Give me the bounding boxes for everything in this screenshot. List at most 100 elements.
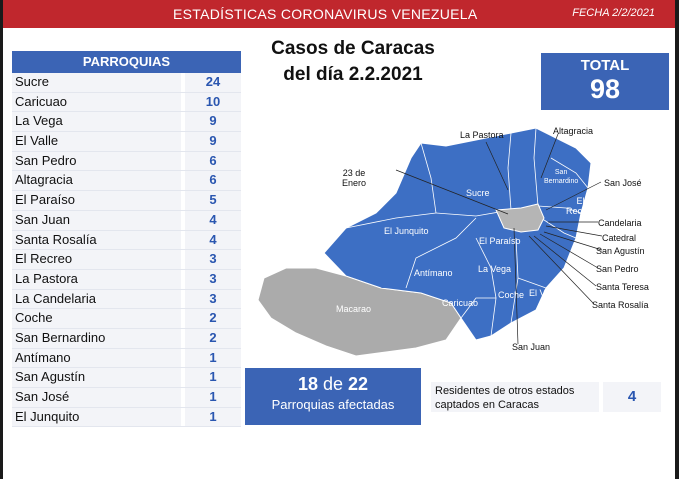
- table-row: El Paraíso 5: [12, 191, 241, 211]
- table-row: San Juan 4: [12, 210, 241, 231]
- map-label-el-recreo: El Recreo: [566, 196, 596, 216]
- map-area-center: [495, 203, 545, 233]
- residents-value: 4: [603, 382, 661, 412]
- parish-name: Santa Rosalía: [12, 230, 181, 250]
- header-bar: ESTADÍSTICAS CORONAVIRUS VENEZUELA FECHA…: [3, 0, 675, 28]
- callout-altagracia: Altagracia: [553, 126, 594, 136]
- parish-name: Coche: [12, 309, 181, 328]
- parish-name: San Juan: [12, 210, 181, 230]
- affected-label: Parroquias afectadas: [271, 397, 395, 412]
- parish-cases: 1: [185, 348, 241, 368]
- parish-cases: 9: [185, 112, 241, 132]
- callout-san-agustin: San Agustín: [596, 246, 645, 256]
- parish-cases: 1: [185, 407, 241, 427]
- table-row: Caricuao 10: [12, 92, 241, 113]
- map-label-macarao: Macarao: [336, 304, 372, 314]
- map-area-affected: [323, 127, 592, 341]
- parish-cases: 3: [185, 289, 241, 309]
- map-label-la-vega: La Vega: [478, 264, 512, 274]
- callout-san-jose: San José: [604, 178, 642, 188]
- parishes-table-heading: PARROQUIAS: [12, 51, 241, 73]
- table-row: Coche 2: [12, 309, 241, 329]
- parish-name: Antímano: [12, 348, 181, 368]
- map-label-el-valle: El Valle: [529, 288, 559, 298]
- callout-lines: [395, 133, 603, 345]
- table-row: San Pedro 6: [12, 151, 241, 172]
- map-label-el-paraiso: El Paraíso: [479, 236, 521, 246]
- table-row: Antímano 1: [12, 348, 241, 369]
- table-row: El Valle 9: [12, 132, 241, 152]
- map-label-coche: Coche: [498, 290, 525, 300]
- parishes-table: PARROQUIAS Sucre 24 Caricuao 10 La Vega 9 El V…: [12, 51, 241, 428]
- table-row: La Pastora 3: [12, 269, 241, 290]
- table-row: La Vega 9: [12, 112, 241, 133]
- table-row: Altagracia 6: [12, 171, 241, 192]
- infographic: ESTADÍSTICAS CORONAVIRUS VENEZUELA FECHA…: [3, 0, 675, 479]
- callout-santa-rosalia: Santa Rosalía: [592, 300, 649, 310]
- parish-cases: 3: [185, 250, 241, 269]
- table-row: San Bernardino 2: [12, 328, 241, 349]
- page-title: Casos de Caracas del día 2.2.2021: [253, 36, 453, 88]
- parish-name: La Vega: [12, 112, 181, 132]
- parish-name: Altagracia: [12, 171, 181, 191]
- parish-borders: [345, 127, 589, 337]
- parish-cases: 6: [185, 151, 241, 171]
- parish-cases: 2: [185, 328, 241, 348]
- caracas-map-svg: [257, 127, 603, 357]
- callout-santa-teresa: Santa Teresa: [596, 282, 649, 292]
- residents-label: Residentes de otros estados captados en …: [431, 382, 599, 412]
- total-label: TOTAL: [580, 57, 630, 74]
- parish-name: El Recreo: [12, 250, 181, 269]
- parish-name: Caricuao: [12, 92, 181, 112]
- map-label-caricuao: Caricuao: [442, 298, 479, 308]
- map-label-antimano: Antímano: [414, 268, 453, 278]
- parish-name: El Junquito: [12, 407, 181, 427]
- map-label-san-bernardino: San Bernardino: [544, 169, 579, 185]
- total-box: TOTAL 98: [541, 53, 669, 110]
- page-title-line-1: Casos de Caracas: [271, 38, 435, 59]
- parish-name: San Agustín: [12, 368, 181, 387]
- parish-name: El Paraíso: [12, 191, 181, 210]
- parish-cases: 9: [185, 132, 241, 151]
- parishes-table-body: Sucre 24 Caricuao 10 La Vega 9 El Valle 9 San Pe…: [12, 73, 241, 428]
- header-title: ESTADÍSTICAS CORONAVIRUS VENEZUELA: [173, 6, 478, 22]
- callout-catedral: Catedral: [602, 233, 637, 243]
- table-row: San José 1: [12, 388, 241, 408]
- parish-name: La Pastora: [12, 269, 181, 289]
- caracas-map: Sucre El Junquito El Paraíso Antímano La…: [246, 118, 671, 358]
- table-row: Sucre 24: [12, 73, 241, 93]
- page-title-line-2: del día 2.2.2021: [283, 64, 423, 85]
- callout-la-pastora: La Pastora: [460, 130, 504, 140]
- parish-cases: 10: [185, 92, 241, 112]
- map-area-macarao: [257, 267, 462, 357]
- parish-cases: 1: [185, 368, 241, 387]
- parish-cases: 24: [185, 73, 241, 92]
- parish-name: San Bernardino: [12, 328, 181, 348]
- parish-cases: 4: [185, 210, 241, 230]
- parish-cases: 4: [185, 230, 241, 250]
- table-row: Santa Rosalía 4: [12, 230, 241, 251]
- table-row: La Candelaria 3: [12, 289, 241, 310]
- parish-name: Sucre: [12, 73, 181, 92]
- parish-cases: 5: [185, 191, 241, 210]
- affected-parishes-box: 18 de 22 Parroquias afectadas: [245, 368, 421, 425]
- parish-name: El Valle: [12, 132, 181, 151]
- affected-count: 18: [297, 374, 318, 394]
- parish-cases: 6: [185, 171, 241, 191]
- affected-count-line: 18 de 22: [245, 374, 421, 395]
- parish-name: San Pedro: [12, 151, 181, 171]
- callout-23-de-enero: 23 de Enero: [342, 168, 367, 188]
- map-label-sucre: Sucre: [466, 188, 490, 198]
- parish-cases: 3: [185, 269, 241, 289]
- callout-san-pedro: San Pedro: [596, 264, 639, 274]
- parish-name: San José: [12, 388, 181, 407]
- affected-connector: de: [322, 374, 344, 394]
- parish-cases: 2: [185, 309, 241, 328]
- table-row: San Agustín 1: [12, 368, 241, 388]
- callout-candelaria: Candelaria: [598, 218, 642, 228]
- parish-cases: 1: [185, 388, 241, 407]
- total-value: 98: [589, 74, 621, 104]
- map-label-el-junquito: El Junquito: [384, 226, 429, 236]
- callout-san-juan: San Juan: [512, 342, 551, 352]
- parish-name: La Candelaria: [12, 289, 181, 309]
